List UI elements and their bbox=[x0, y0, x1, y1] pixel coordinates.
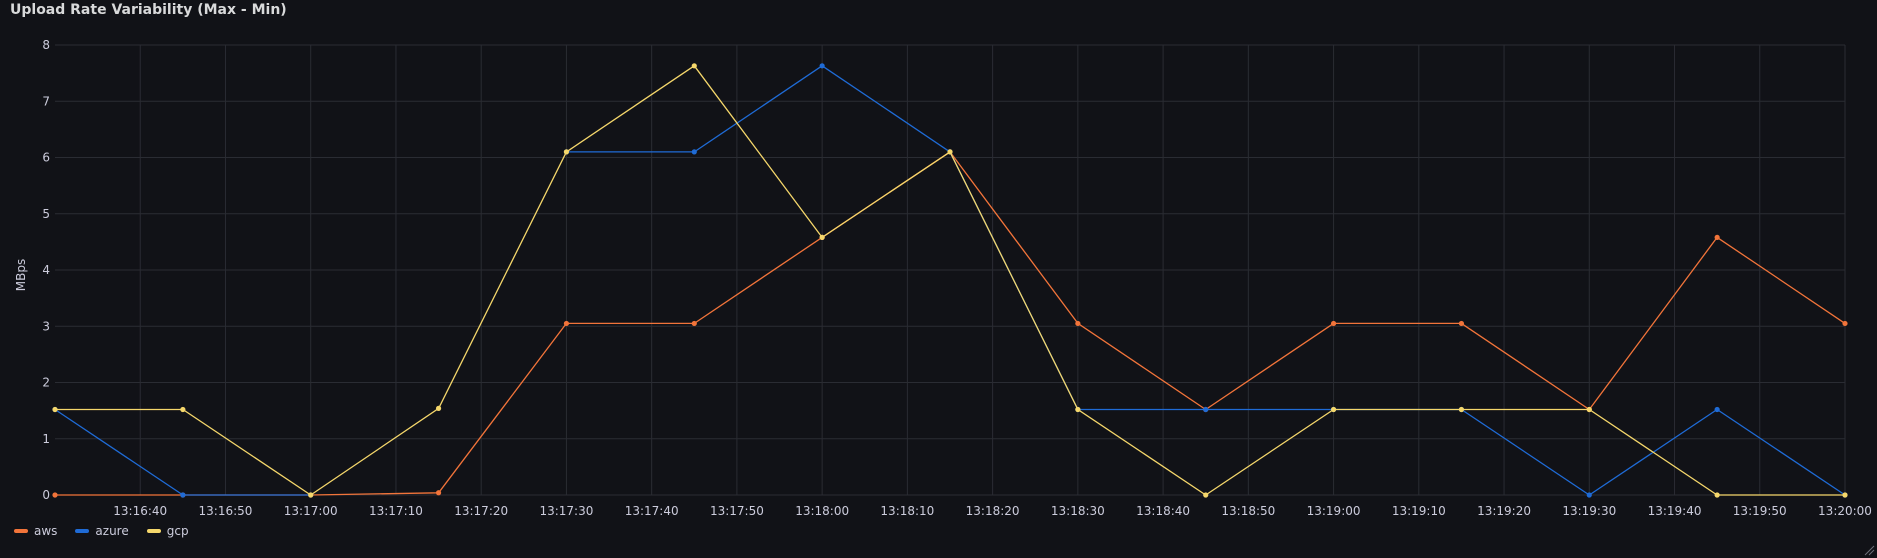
grid-lines bbox=[55, 44, 1846, 496]
legend-label-gcp: gcp bbox=[166, 524, 189, 538]
data-point-gcp[interactable] bbox=[1842, 492, 1848, 498]
data-point-aws[interactable] bbox=[691, 320, 697, 327]
x-tick-label: 13:19:40 bbox=[1648, 504, 1702, 518]
legend-swatch-gcp bbox=[146, 529, 161, 533]
legend-item-aws[interactable]: aws bbox=[14, 524, 57, 538]
x-tick-label: 13:17:10 bbox=[369, 504, 423, 518]
y-tick-label: 3 bbox=[42, 319, 50, 333]
series-line-gcp[interactable] bbox=[55, 64, 1845, 496]
y-tick-label: 4 bbox=[42, 263, 50, 277]
data-point-gcp[interactable] bbox=[691, 63, 697, 69]
x-tick-label: 13:17:50 bbox=[710, 504, 764, 518]
legend-swatch-aws bbox=[14, 529, 28, 533]
x-tick-label: 13:19:10 bbox=[1392, 504, 1446, 518]
x-tick-label: 13:16:40 bbox=[113, 504, 167, 518]
data-point-aws[interactable] bbox=[435, 490, 442, 496]
y-tick-label: 0 bbox=[42, 488, 50, 502]
y-tick-label: 6 bbox=[42, 151, 50, 165]
x-tick-label: 13:18:00 bbox=[795, 504, 849, 518]
series-line-aws[interactable] bbox=[55, 151, 1846, 496]
data-point-gcp[interactable] bbox=[180, 406, 186, 413]
x-tick-label: 13:19:30 bbox=[1562, 504, 1616, 518]
data-point-gcp[interactable] bbox=[1458, 406, 1465, 413]
y-tick-label: 5 bbox=[42, 207, 50, 221]
data-point-gcp[interactable] bbox=[308, 492, 314, 498]
data-point-azure[interactable] bbox=[180, 492, 186, 498]
x-tick-label: 13:17:00 bbox=[284, 504, 338, 518]
data-point-azure[interactable] bbox=[1586, 492, 1592, 498]
y-tick-label: 1 bbox=[42, 432, 50, 446]
legend-swatch-azure bbox=[75, 529, 90, 533]
x-tick-label: 13:19:50 bbox=[1733, 504, 1787, 518]
data-point-azure[interactable] bbox=[1714, 406, 1720, 413]
series-aws bbox=[52, 149, 1848, 498]
legend-item-azure[interactable]: azure bbox=[75, 524, 129, 538]
data-point-aws[interactable] bbox=[1842, 320, 1848, 327]
data-point-azure[interactable] bbox=[691, 149, 697, 155]
x-tick-label: 13:17:30 bbox=[539, 504, 593, 518]
y-tick-label: 7 bbox=[42, 94, 50, 108]
data-point-gcp[interactable] bbox=[1714, 492, 1720, 498]
data-point-gcp[interactable] bbox=[1586, 406, 1592, 413]
panel-title[interactable]: Upload Rate Variability (Max - Min) bbox=[10, 2, 287, 18]
data-point-gcp[interactable] bbox=[947, 149, 953, 155]
x-tick-label: 13:17:20 bbox=[454, 504, 508, 518]
data-point-aws[interactable] bbox=[563, 320, 570, 327]
x-tick-label: 13:18:30 bbox=[1051, 504, 1105, 518]
x-tick-label: 13:18:20 bbox=[966, 504, 1020, 518]
data-point-azure[interactable] bbox=[1203, 406, 1209, 413]
x-tick-label: 13:19:00 bbox=[1307, 504, 1361, 518]
y-tick-label: 2 bbox=[42, 376, 50, 390]
data-point-aws[interactable] bbox=[1458, 320, 1465, 327]
x-tick-label: 13:17:40 bbox=[625, 504, 679, 518]
data-point-gcp[interactable] bbox=[1203, 492, 1209, 498]
data-point-gcp[interactable] bbox=[563, 149, 570, 155]
series-lines bbox=[52, 63, 1848, 498]
y-axis-ticks: 0 1 2 3 4 5 6 7 8 bbox=[42, 38, 50, 502]
data-point-aws[interactable] bbox=[52, 492, 58, 498]
series-gcp bbox=[52, 63, 1848, 498]
x-tick-label: 13:18:50 bbox=[1221, 504, 1275, 518]
y-tick-label: 8 bbox=[42, 38, 50, 52]
data-point-aws[interactable] bbox=[1714, 234, 1720, 240]
data-point-gcp[interactable] bbox=[819, 234, 825, 240]
x-tick-label: 13:18:40 bbox=[1136, 504, 1190, 518]
series-line-azure[interactable] bbox=[54, 65, 1846, 496]
data-point-aws[interactable] bbox=[1330, 320, 1337, 327]
data-point-azure[interactable] bbox=[819, 63, 825, 69]
x-axis-ticks: 13:16:40 13:16:50 13:17:00 13:17:10 13:17:20… bbox=[113, 504, 1872, 518]
x-tick-label: 13:16:50 bbox=[199, 504, 253, 518]
x-tick-label: 13:18:10 bbox=[880, 504, 934, 518]
legend-label-azure: azure bbox=[95, 524, 129, 538]
data-point-gcp[interactable] bbox=[1075, 406, 1081, 413]
legend-item-gcp[interactable]: gcp bbox=[146, 524, 189, 538]
line-chart[interactable]: 0 1 2 3 4 5 6 7 8 13:16:40 13:16:50 13:17:00 13:17:… bbox=[0, 0, 1877, 520]
resize-handle-icon[interactable] bbox=[1863, 544, 1875, 556]
x-tick-label: 13:20:00 bbox=[1818, 504, 1872, 518]
legend-label-aws: aws bbox=[34, 524, 58, 538]
series-azure bbox=[52, 63, 1848, 498]
data-point-gcp[interactable] bbox=[435, 405, 442, 411]
data-point-gcp[interactable] bbox=[52, 406, 58, 413]
x-tick-label: 13:19:20 bbox=[1477, 504, 1531, 518]
data-point-gcp[interactable] bbox=[1330, 406, 1337, 413]
legend: aws azure gcp bbox=[14, 524, 189, 538]
data-point-aws[interactable] bbox=[1075, 320, 1081, 327]
